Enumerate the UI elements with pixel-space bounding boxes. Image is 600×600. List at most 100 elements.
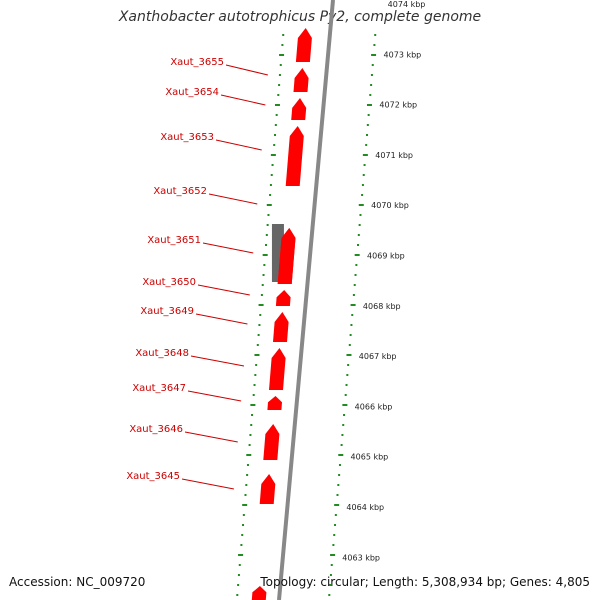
kbp-tick-label: 4072 kbp	[379, 101, 417, 110]
gene-label: Xaut_3653	[160, 132, 214, 143]
gc-dot	[340, 444, 343, 446]
gc-dot	[265, 234, 268, 236]
gc-dot	[328, 594, 331, 596]
gc-dot	[249, 434, 252, 436]
gene-arrow	[251, 586, 267, 600]
gc-dot	[263, 264, 266, 266]
gene-arrow	[275, 290, 291, 306]
gene-leader-line	[184, 431, 238, 443]
gene-label: Xaut_3654	[165, 87, 219, 98]
gc-dot	[244, 494, 247, 496]
gc-dot	[274, 104, 280, 106]
gene-label: Xaut_3647	[132, 383, 186, 394]
gc-dot	[255, 364, 258, 366]
gc-dot	[270, 154, 276, 156]
gc-dot	[238, 554, 244, 556]
gc-dot	[246, 464, 249, 466]
gene-leader-line	[220, 94, 266, 106]
gene-features	[251, 28, 312, 600]
gc-dot	[237, 574, 240, 576]
gc-dot	[345, 384, 348, 386]
kbp-tick-label: 4066 kbp	[355, 402, 393, 411]
gene-arrow	[263, 424, 280, 460]
gc-dot	[242, 514, 245, 516]
kbp-tick-label: 4073 kbp	[384, 50, 422, 59]
gc-dot	[367, 114, 370, 116]
gc-dot	[257, 334, 260, 336]
gc-dot	[366, 124, 369, 126]
gc-dot	[347, 364, 350, 366]
gc-dot	[251, 414, 254, 416]
gc-dot	[369, 94, 372, 96]
gc-dot	[329, 584, 332, 586]
kbp-tick-label: 4063 kbp	[342, 553, 380, 562]
gc-dot	[242, 524, 245, 526]
gene-arrow	[285, 126, 304, 186]
gc-dot	[269, 194, 272, 196]
gc-dot	[262, 254, 268, 256]
gc-dot	[273, 144, 276, 146]
gene-leader-line	[202, 242, 254, 254]
gc-dot	[334, 514, 337, 516]
gc-dot	[365, 144, 368, 146]
gc-dot	[279, 64, 282, 66]
gc-dot	[337, 484, 340, 486]
gc-dot	[241, 534, 244, 536]
gc-dot	[269, 184, 272, 186]
gc-dot	[240, 544, 243, 546]
gc-dot	[329, 574, 332, 576]
gc-dot	[349, 334, 352, 336]
gene-label: Xaut_3648	[135, 348, 189, 359]
gc-dot	[358, 204, 364, 206]
accession-text: Accession: NC_009720	[9, 575, 146, 589]
gene-label: Xaut_3646	[129, 424, 183, 435]
gene-arrow	[293, 68, 309, 92]
gc-dot	[359, 214, 362, 216]
gene-arrow	[269, 348, 286, 390]
gc-dot	[356, 244, 359, 246]
gc-dot	[362, 154, 368, 156]
gene-label: Xaut_3645	[126, 471, 180, 482]
gc-dot	[341, 434, 344, 436]
gene-leader-line	[190, 355, 245, 367]
gc-dot	[350, 304, 356, 306]
kbp-scale: 4074 kbp 4073 kbp 4072 kbp 4071 kbp 4070 kbp…	[342, 0, 425, 562]
gc-dot	[246, 454, 252, 456]
gc-dot	[330, 564, 333, 566]
gc-dot	[282, 34, 285, 36]
gene-arrow	[277, 228, 296, 284]
gc-dot	[242, 504, 248, 506]
gc-dot	[366, 134, 369, 136]
gc-dot	[245, 484, 248, 486]
gene-label: Xaut_3649	[140, 306, 194, 317]
gc-dot	[357, 234, 360, 236]
gc-dot	[346, 374, 349, 376]
kbp-tick-label: 4064 kbp	[346, 503, 384, 512]
gene-label: Xaut_3650	[142, 277, 196, 288]
gc-dot	[271, 164, 274, 166]
gc-dot	[281, 44, 284, 46]
gc-dot	[264, 244, 267, 246]
gc-dot	[373, 44, 376, 46]
gene-arrow	[259, 474, 276, 504]
gc-dot	[258, 324, 261, 326]
gene-arrow	[267, 396, 282, 410]
gc-dot	[361, 194, 364, 196]
gc-dot	[358, 224, 361, 226]
topology-text: Topology: circular; Length: 5,308,934 bp…	[260, 575, 590, 589]
gc-dot	[259, 314, 262, 316]
gc-dot	[343, 414, 346, 416]
gene-arrow	[295, 28, 312, 62]
gc-dot	[266, 224, 269, 226]
gc-dot	[330, 554, 336, 556]
gc-dot	[270, 174, 273, 176]
kbp-tick-label: 4070 kbp	[371, 201, 409, 210]
gc-dot	[246, 474, 249, 476]
gc-dot	[352, 294, 355, 296]
gc-dot	[253, 384, 256, 386]
gc-dot	[237, 584, 240, 586]
backbone-line	[277, 0, 335, 600]
gene-label: Xaut_3652	[153, 186, 207, 197]
gc-dot	[267, 214, 270, 216]
